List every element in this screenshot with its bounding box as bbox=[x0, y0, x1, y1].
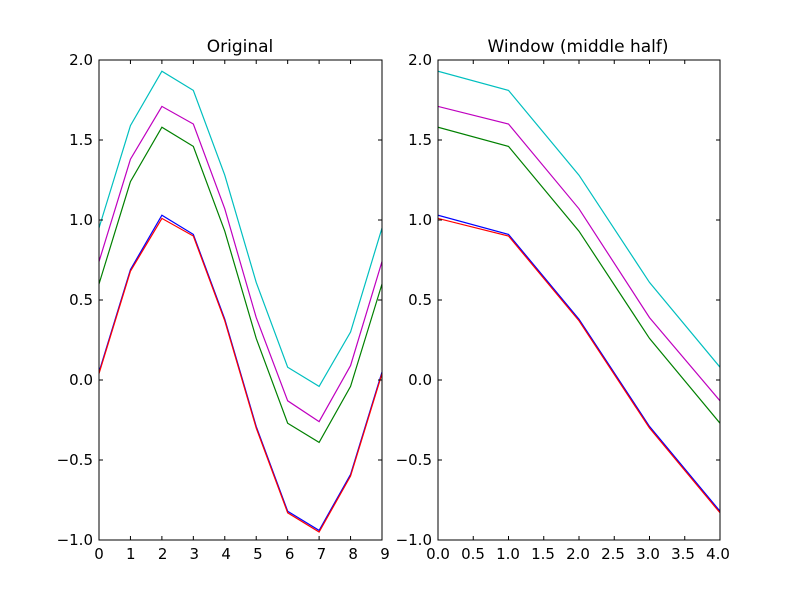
y-tick-label: 0.5 bbox=[408, 291, 432, 309]
y-tick-label: −0.5 bbox=[57, 451, 93, 469]
x-tick-label: 2 bbox=[158, 545, 168, 563]
y-tick-labels: 2.0 1.5 1.0 0.5 0.0 −0.5 −1.0 bbox=[57, 51, 93, 549]
y-tick-labels: 2.0 1.5 1.0 0.5 0.0 −0.5 −1.0 bbox=[396, 51, 432, 549]
series-line-2 bbox=[99, 126, 382, 444]
x-tick-labels: 0.0 0.5 1.0 1.5 2.0 2.5 3.0 3.5 4.0 bbox=[426, 545, 730, 563]
y-tick-label: 1.5 bbox=[408, 131, 432, 149]
series-line-1 bbox=[438, 217, 720, 514]
y-tick-label: −1.0 bbox=[396, 531, 432, 549]
y-tick-label: 1.0 bbox=[69, 211, 93, 229]
x-tick-label: 0.0 bbox=[426, 545, 450, 563]
x-tick-label: 4.0 bbox=[706, 545, 730, 563]
x-tick-label: 0.5 bbox=[461, 545, 485, 563]
x-tick-label: 4 bbox=[221, 545, 231, 563]
y-tick-label: 2.0 bbox=[69, 51, 93, 69]
subplot-original: Original 2.0 1.5 1.0 0.5 0.0 −0.5 −1.0 0… bbox=[57, 37, 390, 563]
x-tick-labels: 0 1 2 3 4 5 6 7 8 9 bbox=[94, 545, 390, 563]
axes-frame bbox=[98, 59, 383, 541]
subplot-window: Window (middle half) 2.0 1.5 1.0 0.5 0.0… bbox=[396, 37, 730, 563]
series-line-3 bbox=[99, 105, 382, 423]
series-line-1 bbox=[99, 217, 382, 533]
series-line-0 bbox=[438, 214, 720, 512]
series-line-3 bbox=[438, 105, 720, 402]
x-tick-label: 8 bbox=[348, 545, 358, 563]
series-line-4 bbox=[99, 70, 382, 388]
y-tick-label: 0.0 bbox=[408, 371, 432, 389]
x-tick-label: 7 bbox=[317, 545, 327, 563]
x-tick-label: 9 bbox=[380, 545, 390, 563]
y-tick-label: 0.0 bbox=[69, 371, 93, 389]
subplot-title: Original bbox=[207, 37, 274, 57]
x-tick-label: 1.5 bbox=[531, 545, 555, 563]
x-tick-label: 2.0 bbox=[566, 545, 590, 563]
axes-frame bbox=[437, 59, 721, 541]
x-tick-label: 3 bbox=[190, 545, 200, 563]
x-tick-label: 6 bbox=[285, 545, 295, 563]
series-line-2 bbox=[438, 126, 720, 424]
x-tick-label: 0 bbox=[94, 545, 104, 563]
y-tick-label: 1.0 bbox=[408, 211, 432, 229]
y-tick-label: −0.5 bbox=[396, 451, 432, 469]
y-tick-label: 0.5 bbox=[69, 291, 93, 309]
x-tick-label: 3.5 bbox=[671, 545, 695, 563]
x-tick-label: 1 bbox=[126, 545, 136, 563]
x-tick-label: 3.0 bbox=[636, 545, 660, 563]
y-tick-label: 2.0 bbox=[408, 51, 432, 69]
subplot-title: Window (middle half) bbox=[487, 37, 668, 57]
y-tick-label: −1.0 bbox=[57, 531, 93, 549]
series-line-4 bbox=[438, 70, 720, 368]
x-tick-label: 2.5 bbox=[601, 545, 625, 563]
y-tick-label: 1.5 bbox=[69, 131, 93, 149]
x-tick-label: 1.0 bbox=[496, 545, 520, 563]
x-tick-label: 5 bbox=[253, 545, 263, 563]
